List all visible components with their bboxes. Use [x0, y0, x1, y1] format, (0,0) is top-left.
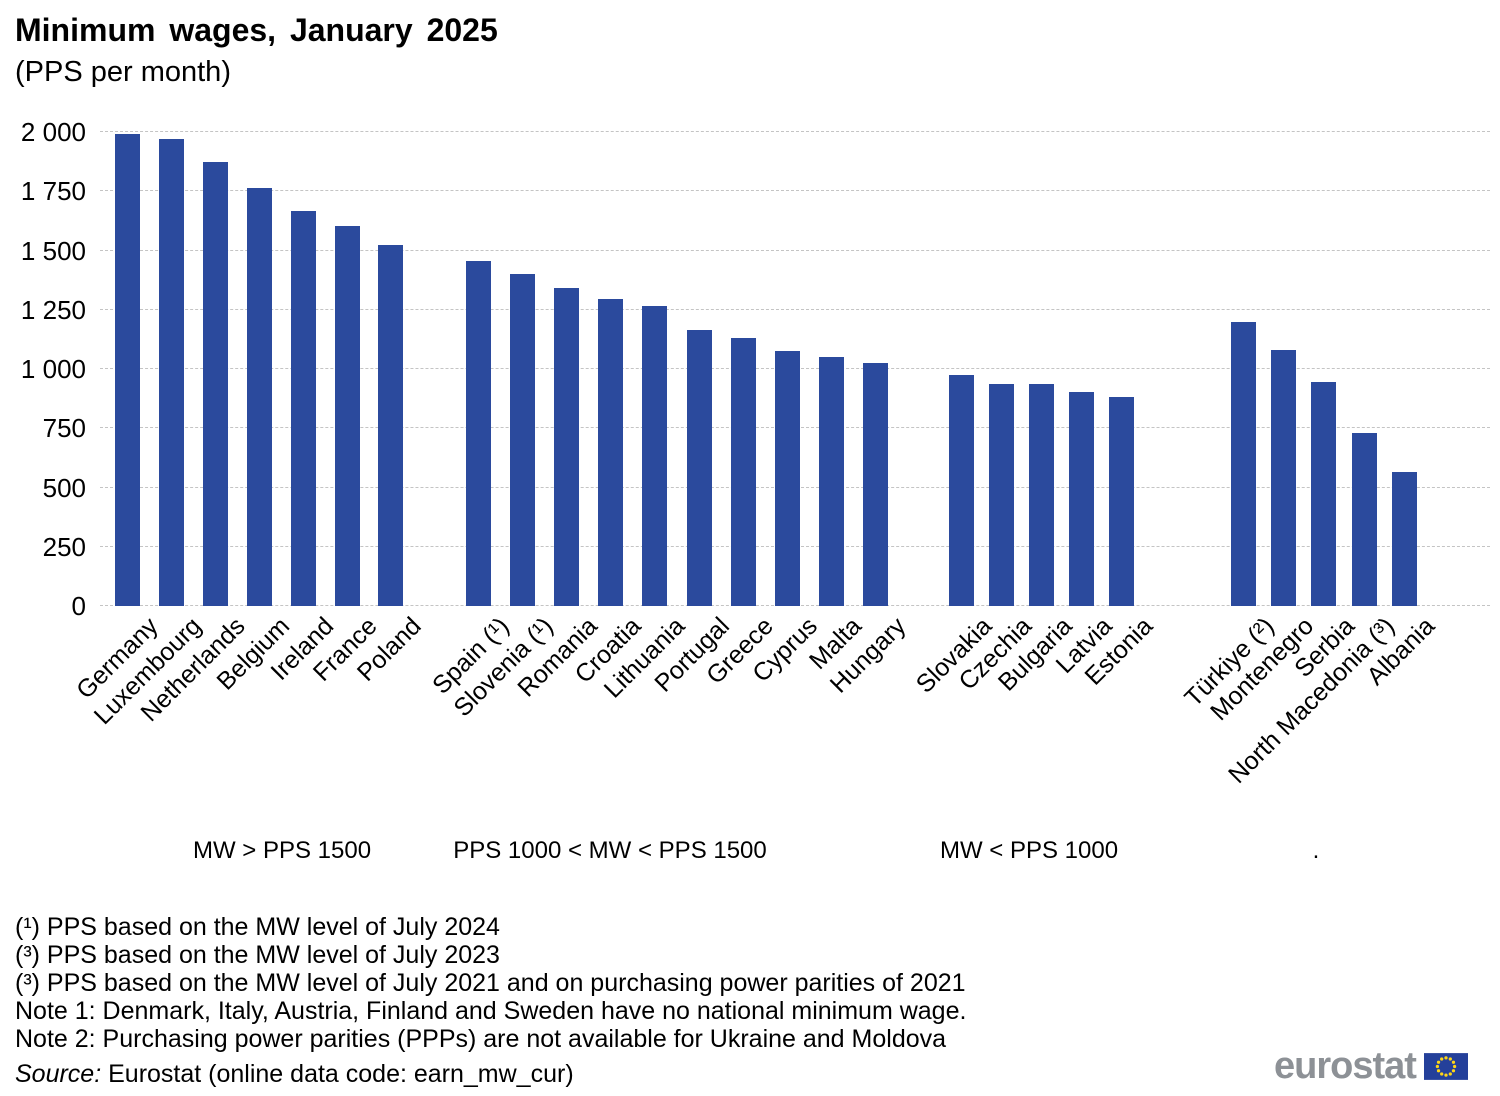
- source-label: Source:: [15, 1060, 102, 1088]
- chart-title: Minimum wages, January 2025: [15, 12, 498, 48]
- bar-luxembourg: [158, 139, 184, 606]
- bar-netherlands: [202, 161, 228, 606]
- footnotes: (¹) PPS based on the MW level of July 20…: [15, 913, 966, 1053]
- bar-montenegro: [1271, 350, 1297, 606]
- y-axis-tick-label: 0: [71, 591, 86, 621]
- chart-subtitle: (PPS per month): [15, 56, 231, 88]
- bar-france: [334, 225, 360, 606]
- y-axis-tick-label: 1 750: [20, 176, 86, 207]
- bar-portugal: [686, 329, 712, 606]
- eu-flag-icon: [1423, 1052, 1468, 1080]
- bar-lithuania: [642, 306, 668, 606]
- bar-croatia: [598, 299, 624, 606]
- y-axis-tick-label: 750: [42, 413, 86, 444]
- bar-spain: [466, 261, 491, 606]
- footnote: (³) PPS based on the MW level of July 20…: [15, 941, 500, 969]
- bar-bulgaria: [1029, 384, 1055, 606]
- bar-hungary: [862, 363, 888, 606]
- y-axis-tick-label: 250: [42, 531, 86, 562]
- y-axis-tick-label: 1 250: [20, 294, 86, 325]
- eurostat-logo: eurostat: [1274, 1046, 1468, 1086]
- y-axis-tick-label: 2 000: [20, 117, 86, 147]
- footnote: Note 2: Purchasing power parities (PPPs)…: [15, 1025, 947, 1053]
- group-label: PPS 1000 < MW < PPS 1500: [453, 837, 767, 864]
- gridline: [100, 249, 1490, 251]
- group-label: MW < PPS 1000: [939, 837, 1119, 864]
- bar-cyprus: [774, 351, 800, 606]
- eurostat-logo-text: eurostat: [1274, 1045, 1417, 1087]
- bar-slovenia: [510, 274, 536, 606]
- bar-serbia: [1311, 382, 1337, 606]
- group-label: .: [1312, 837, 1320, 864]
- bar-belgium: [246, 187, 272, 606]
- source-text: Eurostat (online data code: earn_mw_cur): [101, 1060, 574, 1088]
- bar-slovakia: [949, 374, 974, 606]
- footnote: (¹) PPS based on the MW level of July 20…: [15, 913, 500, 941]
- bar-malta: [818, 357, 844, 606]
- bar-greece: [730, 338, 756, 606]
- bar-czechia: [989, 384, 1015, 606]
- bar-north-macedonia: [1351, 432, 1377, 606]
- bar-poland: [378, 244, 404, 606]
- bar-estonia: [1109, 397, 1135, 606]
- bar-ireland: [290, 211, 316, 606]
- bar-albania: [1391, 472, 1417, 606]
- group-label: MW > PPS 1500: [192, 837, 372, 864]
- y-axis-tick-label: 1 500: [20, 235, 86, 266]
- gridline: [100, 308, 1490, 310]
- bar-latvia: [1069, 391, 1095, 606]
- footnote: (³) PPS based on the MW level of July 20…: [15, 969, 966, 997]
- y-axis-tick-label: 500: [42, 472, 86, 503]
- gridline: [100, 190, 1490, 192]
- gridline: [100, 131, 1490, 132]
- bar-germany: [115, 134, 140, 606]
- footnote: Note 1: Denmark, Italy, Austria, Finland…: [15, 997, 967, 1025]
- y-axis-tick-label: 1 000: [20, 354, 86, 384]
- bar-t-rkiye: [1231, 321, 1256, 606]
- bar-romania: [554, 288, 580, 606]
- source-line: Source: Eurostat (online data code: earn…: [15, 1060, 574, 1089]
